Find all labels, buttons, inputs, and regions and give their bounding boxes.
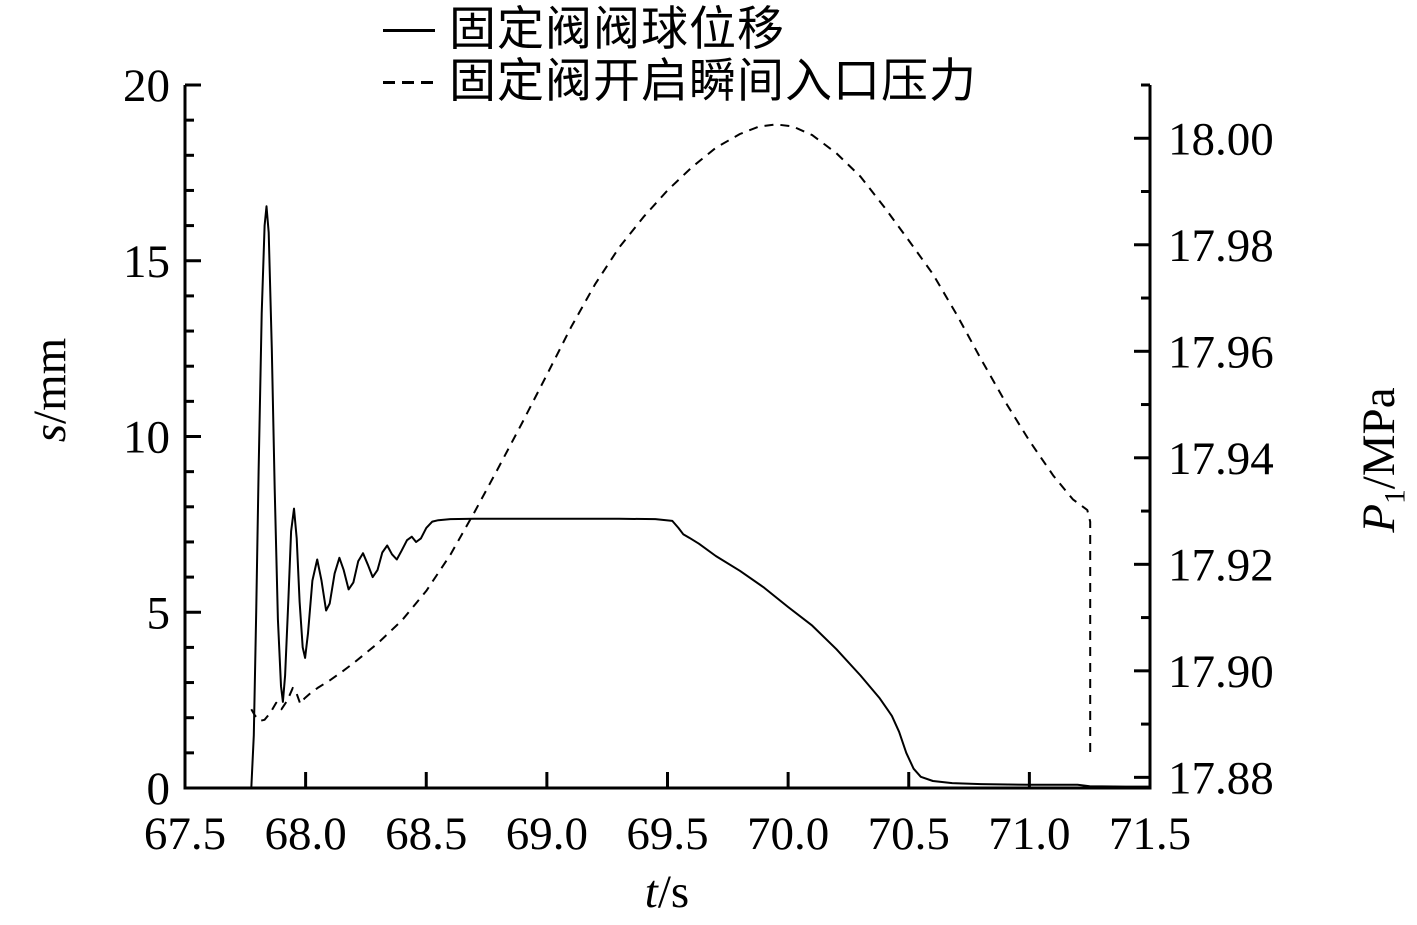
legend-item-pressure: 固定阀开启瞬间入口压力: [383, 56, 977, 108]
y-right-tick-label: 17.88: [1168, 752, 1274, 804]
y-left-tick-label: 15: [123, 236, 170, 288]
x-axis-title: t/s: [567, 862, 767, 922]
legend-label-pressure: 固定阀开启瞬间入口压力: [449, 56, 977, 108]
x-tick-label: 70.0: [747, 808, 829, 860]
x-tick-label: 68.0: [265, 808, 347, 860]
y-left-tick-label: 5: [147, 587, 171, 639]
axis-frame: [183, 85, 1152, 790]
x-tick-label: 69.0: [506, 808, 588, 860]
x-tick-label: 70.5: [868, 808, 950, 860]
legend: 固定阀阀球位移 固定阀开启瞬间入口压力: [383, 4, 977, 108]
y-left-tick-label: 10: [123, 412, 170, 464]
displacement-curve: [250, 205, 1150, 789]
y-right-title-symbol: P: [1353, 503, 1405, 533]
y-right-tick-label: 17.94: [1168, 433, 1274, 485]
x-tick-label: 71.0: [988, 808, 1070, 860]
y-right-tick-label: 17.90: [1168, 646, 1274, 698]
y-left-title-unit: /mm: [24, 337, 76, 424]
x-tick-label: 67.5: [144, 808, 226, 860]
solid-line-swatch-icon: [383, 28, 435, 32]
y-left-tick-label: 0: [147, 763, 171, 815]
x-title-symbol: t: [644, 866, 658, 918]
y-axis-left-title: s/mm: [20, 290, 80, 490]
pressure-curve: [250, 123, 1092, 758]
dashed-line-swatch-icon: [383, 80, 435, 84]
y-left-tick-label: 20: [123, 60, 170, 112]
x-tick-label: 71.5: [1109, 808, 1191, 860]
legend-item-displacement: 固定阀阀球位移: [383, 4, 977, 56]
y-axis-right-title: P1/MPa: [1349, 325, 1412, 595]
y-right-title-subscript: 1: [1379, 489, 1412, 504]
y-left-title-symbol: s: [24, 423, 76, 443]
y-right-tick-label: 17.96: [1168, 326, 1274, 378]
legend-label-displacement: 固定阀阀球位移: [449, 4, 785, 56]
y-right-tick-label: 17.98: [1168, 220, 1274, 272]
x-title-unit: /s: [657, 866, 690, 918]
y-right-tick-label: 17.92: [1168, 539, 1274, 591]
y-right-tick-label: 18.00: [1168, 113, 1274, 165]
y-right-title-unit: /MPa: [1353, 387, 1405, 490]
x-tick-label: 69.5: [626, 808, 708, 860]
x-tick-label: 68.5: [385, 808, 467, 860]
